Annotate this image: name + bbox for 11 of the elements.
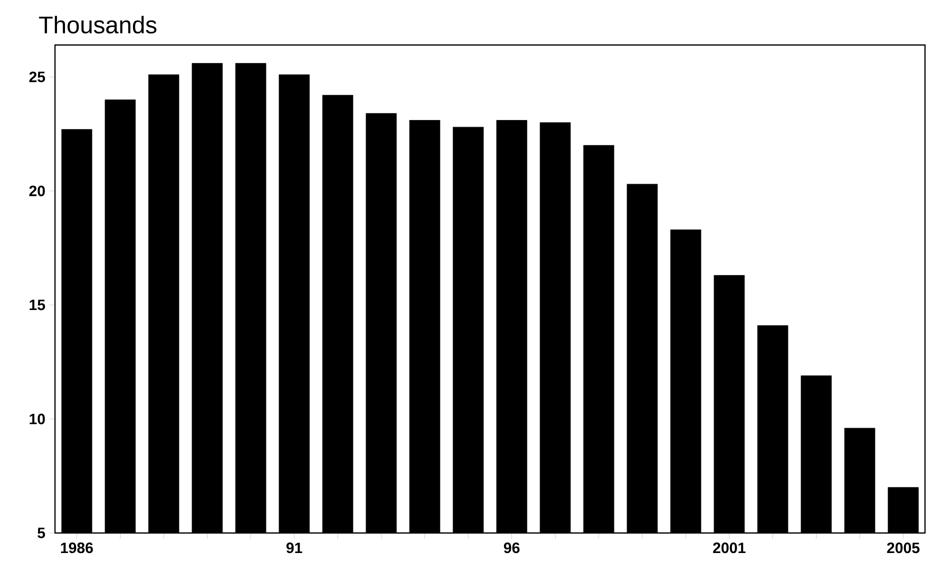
chart-title: Thousands [39,16,156,34]
x-tick-label: 2001 [713,542,746,554]
x-tick-label: 91 [286,542,302,554]
x-tick-label: 96 [504,542,520,554]
x-tick-label: 1986 [61,542,93,554]
y-tick-label: 5 [38,528,46,538]
y-tick-label: 25 [29,72,46,82]
x-tick-label: 2005 [887,542,920,554]
y-tick-label: 15 [30,300,46,310]
y-tick-label: 10 [30,414,45,424]
y-tick-label: 20 [29,186,45,196]
